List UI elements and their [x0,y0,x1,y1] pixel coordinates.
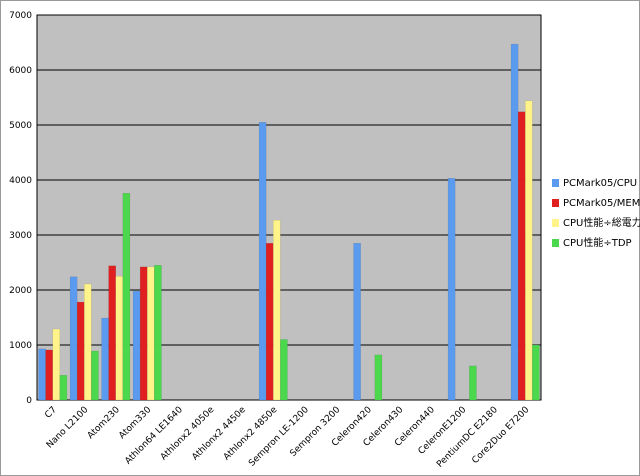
y-tick-label: 2000 [9,286,32,296]
bar [517,111,526,401]
bar [38,348,46,401]
bar [52,328,61,401]
y-tick-label: 4000 [9,176,32,186]
bar [525,100,533,401]
bar [510,43,519,401]
y-tick-label: 7000 [9,11,32,21]
y-tick-label: 5000 [9,121,32,131]
legend-swatch [552,179,559,187]
bar [353,243,361,401]
bar [139,266,148,401]
bar [447,178,456,401]
bar [59,375,68,401]
bar [280,339,288,401]
bar [76,301,85,401]
bar [374,354,383,401]
bar [69,276,78,401]
bar [258,122,267,401]
bar [532,344,540,401]
legend-swatch [552,199,559,207]
bar [147,266,155,401]
bar [265,243,274,401]
y-tick-label: 3000 [9,231,32,241]
bar [91,350,99,401]
bar [84,283,92,401]
bar [45,349,53,401]
bar [273,219,281,401]
bar [115,276,124,401]
legend-label: PCMark05/MEM [563,198,640,209]
bar [469,365,477,401]
legend-label: CPU性能÷TDP [563,236,632,249]
y-tick-label: 1000 [9,341,32,351]
bar [122,192,131,401]
legend-label: PCMark05/CPU [563,178,637,189]
legend-swatch [552,219,559,227]
legend-label: CPU性能÷総電力 [563,216,640,229]
bar [132,290,141,401]
bar [108,265,116,401]
y-tick-label: 6000 [9,66,32,76]
y-tick-label: 0 [26,396,32,406]
legend-swatch [552,239,559,247]
bar [154,265,162,401]
bar [101,317,109,401]
